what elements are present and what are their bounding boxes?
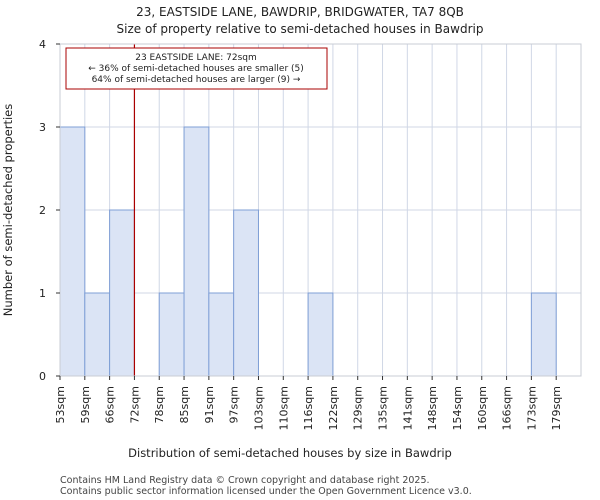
y-tick-label: 4 bbox=[39, 38, 46, 51]
annotation-box: 23 EASTSIDE LANE: 72sqm ← 36% of semi-de… bbox=[65, 47, 328, 90]
x-tick-label: 173sqm bbox=[525, 386, 538, 430]
bar-59sqm bbox=[84, 292, 111, 377]
y-tick-label: 2 bbox=[39, 204, 46, 217]
x-tick-label: 148sqm bbox=[426, 386, 439, 430]
bar-116sqm bbox=[307, 292, 334, 377]
x-tick-label: 59sqm bbox=[79, 386, 92, 423]
x-tick-label: 135sqm bbox=[377, 386, 390, 430]
annotation-line-3: 64% of semi-detached houses are larger (… bbox=[92, 75, 301, 85]
bar-78sqm bbox=[158, 292, 185, 377]
x-tick-label: 154sqm bbox=[451, 386, 464, 430]
x-tick-label: 166sqm bbox=[501, 386, 514, 430]
bars bbox=[59, 126, 557, 377]
x-tick-label: 66sqm bbox=[104, 386, 117, 423]
x-axis-ticks: 53sqm 59sqm 66sqm 72sqm 78sqm 85sqm 91sqm 97sqm… bbox=[54, 376, 563, 430]
y-tick-label: 0 bbox=[39, 370, 46, 383]
x-tick-label: 160sqm bbox=[476, 386, 489, 430]
y-axis-label: Number of semi-detached properties bbox=[1, 104, 15, 316]
bar-97sqm bbox=[233, 209, 259, 377]
y-tick-label: 3 bbox=[39, 121, 46, 134]
x-tick-label: 78sqm bbox=[153, 386, 166, 423]
x-tick-label: 85sqm bbox=[178, 386, 191, 423]
x-tick-label: 179sqm bbox=[550, 386, 563, 430]
x-tick-label: 110sqm bbox=[277, 386, 290, 430]
x-tick-label: 91sqm bbox=[203, 386, 216, 423]
x-tick-label: 72sqm bbox=[128, 386, 141, 423]
y-tick-label: 1 bbox=[39, 287, 46, 300]
bar-66sqm bbox=[109, 209, 135, 377]
x-tick-label: 103sqm bbox=[252, 386, 265, 430]
bar-173sqm bbox=[530, 292, 557, 377]
x-tick-label: 116sqm bbox=[302, 386, 315, 430]
chart-title: 23, EASTSIDE LANE, BAWDRIP, BRIDGWATER, … bbox=[136, 5, 464, 19]
x-tick-label: 122sqm bbox=[327, 386, 340, 430]
annotation-line-2: ← 36% of semi-detached houses are smalle… bbox=[88, 64, 304, 74]
bar-53sqm bbox=[59, 126, 86, 377]
annotation-line-1: 23 EASTSIDE LANE: 72sqm bbox=[135, 53, 257, 63]
x-axis-label: Distribution of semi-detached houses by … bbox=[128, 446, 452, 460]
x-tick-label: 129sqm bbox=[352, 386, 365, 430]
chart-subtitle: Size of property relative to semi-detach… bbox=[117, 22, 484, 36]
footer-line-2: Contains public sector information licen… bbox=[60, 486, 472, 497]
footer-line-1: Contains HM Land Registry data © Crown c… bbox=[60, 475, 430, 486]
bar-85sqm bbox=[183, 126, 210, 377]
annotation-frame bbox=[65, 47, 328, 90]
x-tick-label: 53sqm bbox=[54, 386, 67, 423]
x-tick-label: 97sqm bbox=[228, 386, 241, 423]
bar-91sqm bbox=[208, 292, 235, 377]
x-tick-label: 141sqm bbox=[401, 386, 414, 430]
y-axis-ticks: 0 1 2 3 4 bbox=[39, 38, 60, 383]
